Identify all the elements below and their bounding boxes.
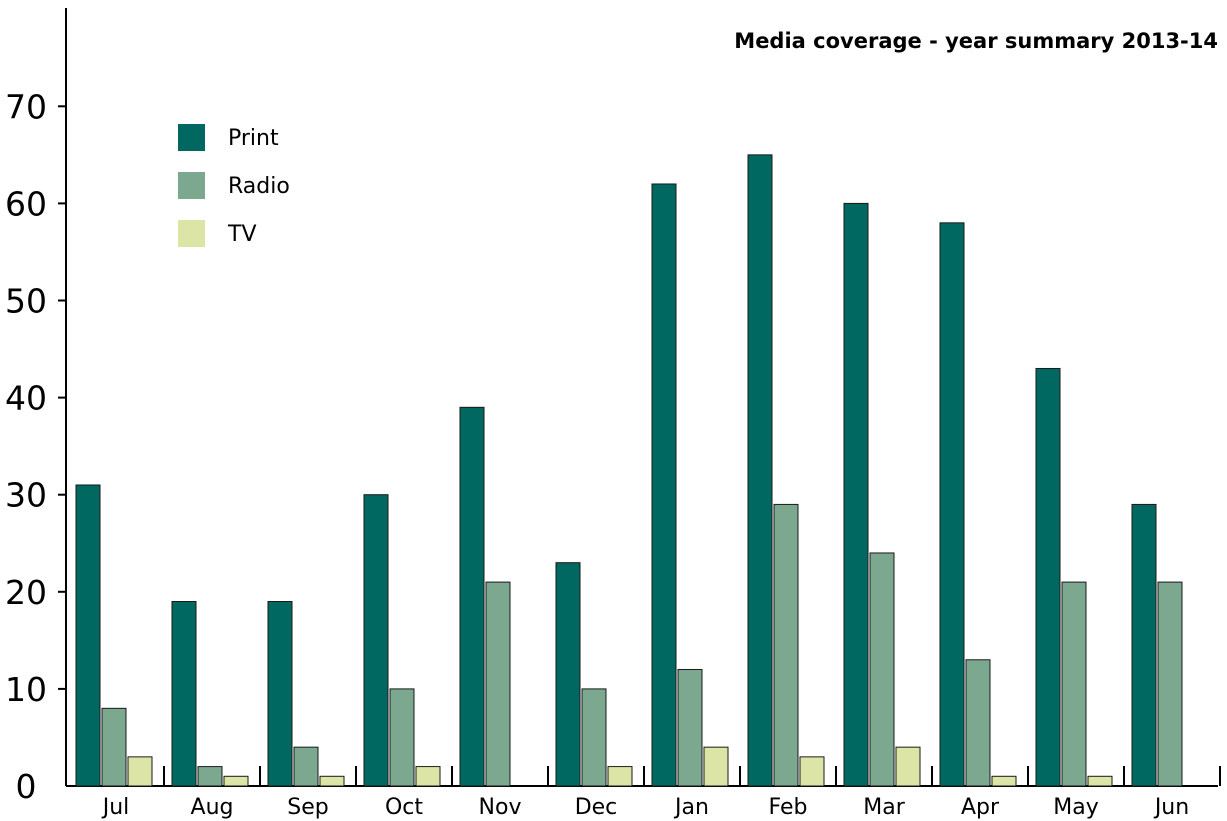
legend-swatch xyxy=(178,220,205,247)
legend-swatch xyxy=(178,172,205,199)
y-tick-label: 40 xyxy=(5,379,47,418)
bar-print-may xyxy=(1035,367,1061,787)
bar-tv-jul xyxy=(127,756,153,787)
bar-radio-mar xyxy=(869,552,895,787)
bar-radio-dec xyxy=(581,688,607,787)
bar-radio-oct xyxy=(389,688,415,787)
y-tick-label: 50 xyxy=(5,282,47,321)
bar-print-nov xyxy=(459,406,485,787)
y-tick-label: 70 xyxy=(5,87,47,126)
bar-tv-jan xyxy=(703,746,729,787)
bar-radio-nov xyxy=(485,581,511,787)
bars xyxy=(75,154,1183,787)
legend-item-print: Print xyxy=(178,124,279,151)
bar-radio-sep xyxy=(293,746,319,787)
bar-print-feb xyxy=(747,154,773,787)
bar-tv-feb xyxy=(799,756,825,787)
bar-group-apr xyxy=(939,222,1017,787)
bar-group-aug xyxy=(171,601,249,787)
bar-print-jan xyxy=(651,183,677,787)
y-tick-label: 10 xyxy=(5,670,47,709)
bar-tv-mar xyxy=(895,746,921,787)
y-tick-label: 20 xyxy=(5,573,47,612)
bar-tv-may xyxy=(1087,775,1113,787)
bar-radio-feb xyxy=(773,503,799,787)
bar-tv-sep xyxy=(319,775,345,787)
x-tick-label: Aug xyxy=(191,795,234,820)
y-tick-label: 60 xyxy=(5,184,47,223)
chart-title: Media coverage - year summary 2013-14 xyxy=(734,29,1218,53)
x-tick-label: Jul xyxy=(101,795,130,820)
x-tick-label: Apr xyxy=(961,795,1000,820)
bar-group-may xyxy=(1035,367,1113,787)
x-tick-label: Oct xyxy=(385,795,423,820)
x-tick-label: Jan xyxy=(673,795,709,820)
bar-group-mar xyxy=(843,202,921,787)
bar-group-sep xyxy=(267,601,345,787)
y-tick-labels: 0 10 20 30 40 50 60 70 xyxy=(5,87,47,806)
bar-group-jan xyxy=(651,183,729,787)
legend-item-tv: TV xyxy=(178,220,257,247)
bar-tv-aug xyxy=(223,775,249,787)
bar-tv-apr xyxy=(991,775,1017,787)
x-tick-label: Jun xyxy=(1153,795,1189,820)
y-tick-label: 0 xyxy=(16,767,37,806)
x-tick-label: Sep xyxy=(287,795,328,820)
x-tick-label: Dec xyxy=(575,795,618,820)
x-tick-label: Nov xyxy=(479,795,522,820)
legend: Print Radio TV xyxy=(178,124,290,247)
bar-group-jul xyxy=(75,484,153,787)
bar-group-jun xyxy=(1131,503,1183,787)
legend-label: Radio xyxy=(228,174,290,199)
bar-group-nov xyxy=(459,406,511,787)
bar-radio-may xyxy=(1061,581,1087,787)
bar-radio-jul xyxy=(101,707,127,787)
bar-radio-aug xyxy=(197,766,223,787)
bar-tv-dec xyxy=(607,766,633,787)
y-tick-label: 30 xyxy=(5,476,47,515)
bar-group-dec xyxy=(555,562,633,787)
legend-label: Print xyxy=(228,126,279,151)
legend-swatch xyxy=(178,124,205,151)
bar-print-jul xyxy=(75,484,101,787)
x-tick-label: Feb xyxy=(769,795,808,820)
x-tick-label: May xyxy=(1053,795,1098,820)
bar-print-apr xyxy=(939,222,965,787)
bar-print-sep xyxy=(267,601,293,787)
bar-print-oct xyxy=(363,494,389,787)
bar-group-oct xyxy=(363,494,441,787)
bar-print-mar xyxy=(843,202,869,787)
x-axis xyxy=(66,766,1221,787)
legend-item-radio: Radio xyxy=(178,172,290,199)
bar-tv-oct xyxy=(415,766,441,787)
bar-radio-jan xyxy=(677,668,703,787)
x-tick-label: Mar xyxy=(863,795,905,820)
bar-print-dec xyxy=(555,562,581,787)
y-axis xyxy=(58,8,67,786)
bar-group-feb xyxy=(747,154,825,787)
legend-label: TV xyxy=(227,222,257,247)
bar-print-jun xyxy=(1131,503,1157,787)
bar-print-aug xyxy=(171,601,197,787)
bar-radio-apr xyxy=(965,659,991,787)
bar-radio-jun xyxy=(1157,581,1183,787)
x-tick-labels: Jul Aug Sep Oct Nov Dec Jan Feb Mar Apr May Jun xyxy=(101,795,1189,820)
